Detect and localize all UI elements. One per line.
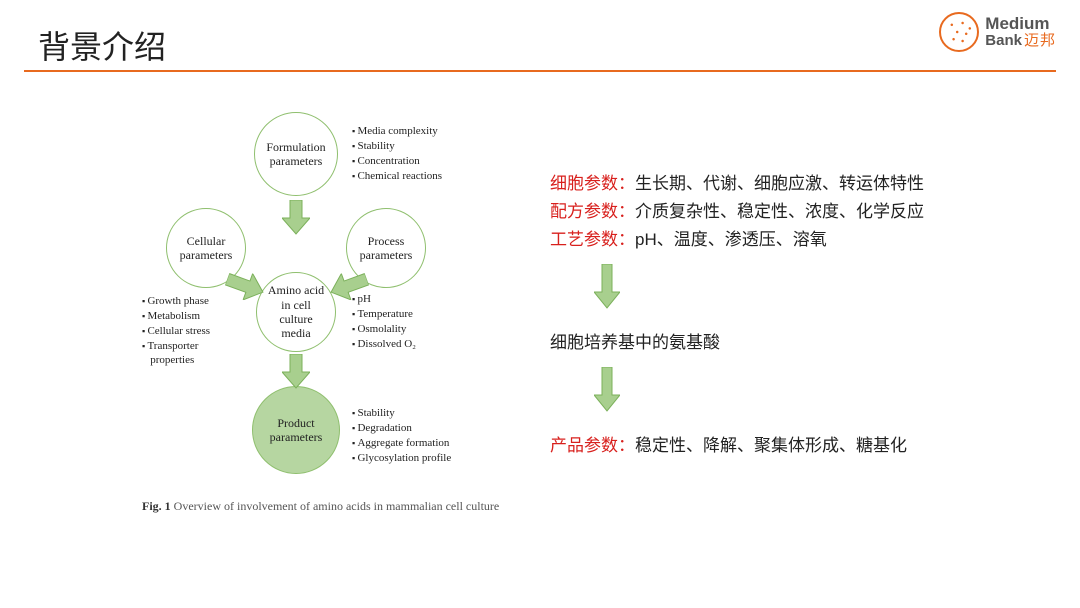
param-row-formulation: 配方参数：介质复杂性、稳定性、浓度、化学反应: [550, 198, 1050, 226]
figure-diagram: Formulationparameters Cellularparameters…: [160, 100, 520, 540]
param-row-cell: 细胞参数：生长期、代谢、细胞应激、转运体特性: [550, 170, 1050, 198]
node-product-parameters: Productparameters: [252, 386, 340, 474]
title-underline: [24, 70, 1056, 72]
bullets-cellular: Growth phaseMetabolismCellular stressTra…: [142, 294, 210, 368]
brand-logo: Medium Bank迈邦: [939, 12, 1056, 52]
right-summary: 细胞参数：生长期、代谢、细胞应激、转运体特性 配方参数：介质复杂性、稳定性、浓度…: [550, 170, 1050, 460]
center-statement: 细胞培养基中的氨基酸: [550, 329, 1050, 357]
page-title: 背景介绍: [38, 22, 166, 68]
bullets-process: pHTemperatureOsmolalityDissolved O₂: [352, 292, 416, 351]
node-formulation-parameters: Formulationparameters: [254, 112, 338, 196]
arrow-center-to-bottom: [282, 354, 310, 390]
logo-line2: Bank迈邦: [985, 33, 1056, 49]
figure-caption: Fig. 1 Overview of involvement of amino …: [142, 498, 502, 514]
logo-mark-icon: [939, 12, 979, 52]
logo-text: Medium Bank迈邦: [985, 15, 1056, 49]
logo-line1: Medium: [985, 15, 1056, 33]
flow-arrow-down-1: [594, 264, 1050, 319]
bullets-formulation: Media complexityStabilityConcentrationCh…: [352, 124, 442, 183]
flow-arrow-down-2: [594, 367, 1050, 422]
arrow-top-to-center: [282, 200, 310, 236]
bullets-product: StabilityDegradationAggregate formationG…: [352, 406, 451, 465]
param-row-product: 产品参数：稳定性、降解、聚集体形成、糖基化: [550, 432, 1050, 460]
param-row-process: 工艺参数：pH、温度、渗透压、溶氧: [550, 226, 1050, 254]
